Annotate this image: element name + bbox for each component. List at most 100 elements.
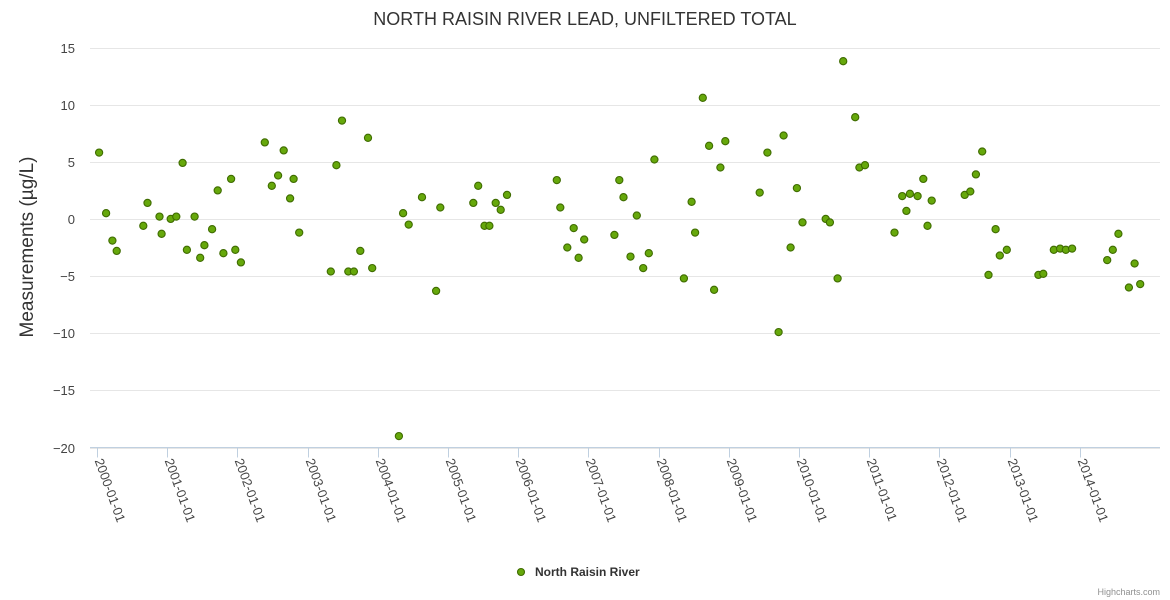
- data-point[interactable]: [580, 235, 589, 244]
- data-point[interactable]: [1130, 259, 1139, 268]
- data-point[interactable]: [860, 161, 870, 170]
- data-point[interactable]: [431, 286, 441, 296]
- data-point[interactable]: [626, 252, 635, 261]
- data-point[interactable]: [1039, 269, 1048, 278]
- legend[interactable]: North Raisin River: [516, 565, 641, 579]
- data-point[interactable]: [368, 263, 377, 273]
- data-point[interactable]: [332, 161, 341, 170]
- data-point[interactable]: [436, 203, 445, 212]
- data-point[interactable]: [236, 258, 246, 267]
- data-point[interactable]: [326, 267, 335, 276]
- data-point[interactable]: [690, 228, 700, 237]
- data-point[interactable]: [285, 194, 295, 203]
- data-point[interactable]: [196, 253, 205, 262]
- data-point[interactable]: [1114, 229, 1123, 238]
- data-point[interactable]: [496, 205, 505, 214]
- data-point[interactable]: [182, 245, 192, 254]
- data-point[interactable]: [226, 174, 236, 184]
- data-point[interactable]: [984, 270, 993, 280]
- data-point[interactable]: [569, 223, 578, 233]
- data-point[interactable]: [200, 241, 209, 250]
- data-point[interactable]: [139, 221, 148, 230]
- data-point[interactable]: [337, 116, 347, 125]
- data-point[interactable]: [798, 218, 807, 227]
- data-point[interactable]: [1103, 255, 1112, 265]
- data-point[interactable]: [716, 163, 725, 172]
- data-point[interactable]: [890, 228, 899, 237]
- data-point[interactable]: [112, 246, 121, 256]
- data-point[interactable]: [755, 188, 764, 197]
- data-point[interactable]: [574, 253, 583, 262]
- data-point[interactable]: [491, 198, 500, 208]
- data-point[interactable]: [398, 209, 408, 218]
- legend-label[interactable]: North Raisin River: [535, 565, 640, 579]
- data-point[interactable]: [474, 181, 483, 190]
- data-point[interactable]: [178, 158, 187, 168]
- legend-marker[interactable]: [516, 567, 526, 577]
- data-point[interactable]: [273, 171, 283, 180]
- data-point[interactable]: [905, 189, 915, 198]
- data-point[interactable]: [502, 190, 512, 200]
- data-point[interactable]: [190, 212, 199, 221]
- data-point[interactable]: [721, 137, 730, 146]
- data-point[interactable]: [927, 196, 936, 205]
- data-point[interactable]: [971, 170, 981, 179]
- data-point[interactable]: [679, 274, 689, 283]
- data-point[interactable]: [995, 251, 1004, 260]
- data-point[interactable]: [687, 197, 696, 206]
- data-point[interactable]: [913, 191, 922, 201]
- data-point[interactable]: [833, 274, 842, 283]
- data-point[interactable]: [267, 181, 276, 190]
- data-point[interactable]: [774, 327, 783, 337]
- credits-link[interactable]: Highcharts.com: [1097, 587, 1160, 597]
- data-point[interactable]: [991, 225, 1000, 234]
- data-point[interactable]: [792, 183, 802, 193]
- data-point[interactable]: [207, 225, 217, 234]
- data-point[interactable]: [563, 243, 572, 252]
- data-point[interactable]: [632, 211, 641, 220]
- data-point[interactable]: [898, 191, 907, 201]
- data-point[interactable]: [610, 230, 619, 240]
- data-point[interactable]: [919, 174, 928, 184]
- data-point[interactable]: [786, 243, 795, 252]
- data-point[interactable]: [417, 193, 427, 202]
- data-point[interactable]: [279, 146, 288, 155]
- data-point[interactable]: [213, 186, 222, 195]
- data-point[interactable]: [1124, 283, 1134, 292]
- data-point[interactable]: [172, 212, 181, 221]
- data-point[interactable]: [923, 221, 932, 230]
- data-point[interactable]: [295, 228, 304, 237]
- data-point[interactable]: [1067, 244, 1077, 253]
- data-point[interactable]: [1002, 245, 1011, 254]
- data-point[interactable]: [108, 236, 117, 245]
- data-point[interactable]: [404, 220, 413, 229]
- data-point[interactable]: [619, 193, 628, 202]
- data-point[interactable]: [157, 229, 166, 238]
- data-point[interactable]: [704, 141, 714, 150]
- data-point[interactable]: [101, 209, 111, 218]
- data-point[interactable]: [839, 57, 848, 66]
- data-point[interactable]: [902, 206, 911, 216]
- data-point[interactable]: [1136, 279, 1145, 289]
- data-point[interactable]: [978, 147, 987, 156]
- data-point[interactable]: [966, 187, 975, 196]
- data-point[interactable]: [143, 198, 152, 208]
- data-point[interactable]: [94, 148, 104, 157]
- data-point[interactable]: [1108, 245, 1117, 254]
- data-point[interactable]: [644, 249, 653, 258]
- data-point[interactable]: [155, 212, 164, 221]
- data-point[interactable]: [219, 249, 228, 258]
- data-point[interactable]: [709, 285, 719, 294]
- data-point[interactable]: [556, 203, 565, 212]
- data-point[interactable]: [615, 175, 624, 185]
- data-point[interactable]: [231, 245, 240, 254]
- data-point[interactable]: [779, 131, 788, 140]
- data-point[interactable]: [349, 267, 359, 276]
- data-point[interactable]: [469, 198, 478, 208]
- data-point[interactable]: [485, 221, 494, 230]
- data-point[interactable]: [356, 246, 365, 256]
- data-point[interactable]: [552, 175, 561, 185]
- data-point[interactable]: [639, 263, 648, 273]
- data-point[interactable]: [363, 133, 373, 142]
- data-point[interactable]: [650, 155, 659, 164]
